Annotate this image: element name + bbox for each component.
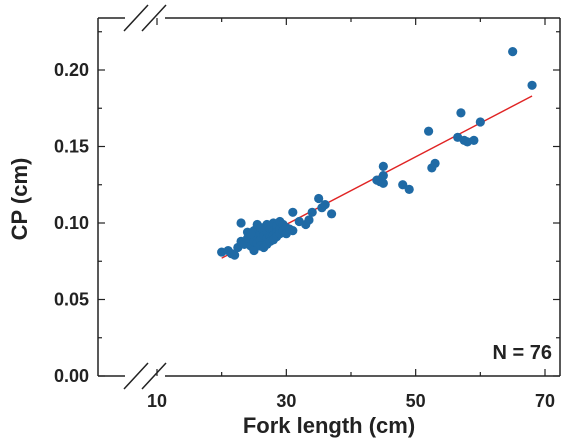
x-tick-label: 10 <box>147 391 167 411</box>
data-points <box>217 47 537 260</box>
data-point <box>304 215 314 225</box>
data-point <box>230 250 240 260</box>
break-slash-bottom-2 <box>141 362 167 390</box>
x-axis-ticks: 10 30 50 70 <box>147 18 555 411</box>
plot-frame <box>97 17 561 377</box>
data-point <box>249 245 259 256</box>
data-point <box>236 218 246 228</box>
data-point <box>527 80 537 90</box>
data-point <box>320 200 330 210</box>
y-tick-label: 0.05 <box>54 290 89 310</box>
sample-size-annotation: N = 76 <box>493 342 552 364</box>
y-axis-ticks: 0.00 0.05 0.10 0.15 0.20 <box>54 31 560 386</box>
data-point <box>469 135 479 145</box>
y-tick-label: 0.00 <box>54 366 89 386</box>
y-axis-title: CP (cm) <box>7 158 32 241</box>
data-point <box>314 193 324 204</box>
data-point <box>456 108 466 118</box>
data-point <box>475 117 485 127</box>
data-point <box>398 180 408 190</box>
y-tick-label: 0.10 <box>54 213 89 233</box>
data-point <box>378 178 388 188</box>
data-point <box>424 126 434 136</box>
data-point <box>288 226 298 236</box>
data-point <box>378 161 388 171</box>
y-tick-label: 0.20 <box>54 60 89 80</box>
break-slash-bottom-1 <box>123 362 149 390</box>
x-tick-label: 50 <box>406 391 426 411</box>
data-point <box>288 207 298 217</box>
x-axis-title: Fork length (cm) <box>243 413 415 438</box>
axis-break-marks <box>123 4 167 390</box>
x-tick-label: 30 <box>276 391 296 411</box>
x-tick-label: 70 <box>535 391 555 411</box>
data-point <box>378 170 388 181</box>
data-point <box>430 158 440 168</box>
data-point <box>246 229 256 239</box>
break-slash-top-2 <box>141 4 167 32</box>
data-point <box>307 207 317 217</box>
break-slash-top-1 <box>123 4 149 32</box>
data-point <box>255 222 266 233</box>
y-tick-label: 0.15 <box>54 137 89 157</box>
data-point <box>404 184 414 194</box>
data-point <box>327 209 337 219</box>
data-point <box>508 47 518 57</box>
